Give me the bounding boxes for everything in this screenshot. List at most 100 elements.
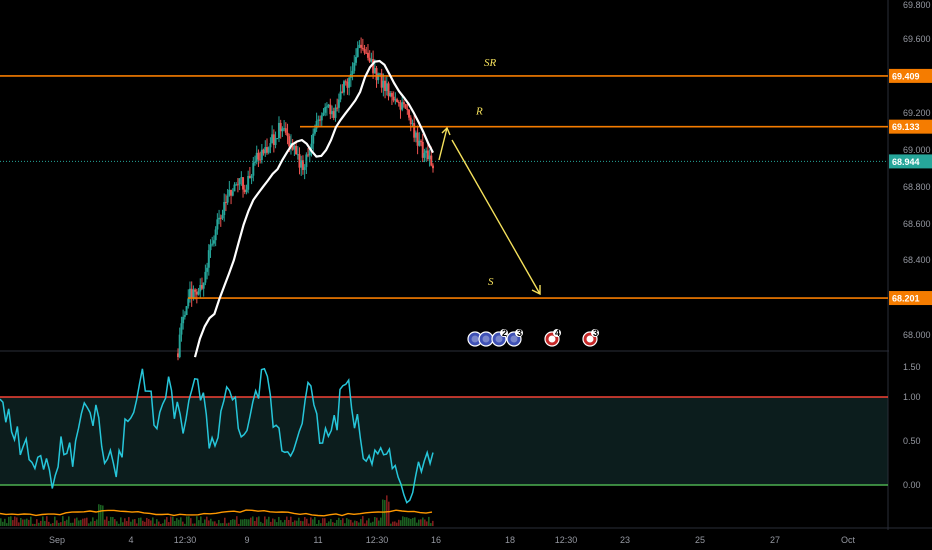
volume-bar: [156, 519, 158, 526]
candle-body: [291, 143, 294, 150]
volume-bar: [174, 521, 176, 526]
candle-body: [206, 267, 209, 272]
volume-bar: [198, 520, 200, 526]
volume-bar: [94, 520, 96, 526]
volume-bar: [414, 517, 416, 526]
candle-body: [378, 73, 381, 75]
volume-bar: [220, 523, 222, 526]
earth-icon[interactable]: 2: [491, 328, 508, 347]
volume-bar: [396, 522, 398, 526]
volume-bar: [90, 521, 92, 526]
time-tick-label: Oct: [841, 535, 856, 545]
earth-icon[interactable]: [478, 331, 494, 347]
candle-body: [390, 93, 393, 97]
volume-bar: [46, 516, 48, 526]
candle-body: [354, 57, 357, 63]
volume-bar: [428, 516, 430, 526]
candle-body: [230, 190, 233, 196]
volume-bar: [366, 520, 368, 526]
volume-bar: [14, 516, 16, 526]
volume-bar: [426, 521, 428, 526]
time-tick-label: 25: [695, 535, 705, 545]
level-lines[interactable]: SR 69.409 R 69.133 S 68.201 68.944: [0, 57, 932, 306]
candle-body: [202, 282, 205, 289]
volume-bar: [176, 518, 178, 526]
candle-body: [284, 128, 287, 133]
volume-bar: [248, 519, 250, 526]
volume-bar: [70, 522, 72, 526]
up-arrow-head: [441, 126, 451, 136]
volume-bar: [244, 518, 246, 526]
up-arrow[interactable]: [438, 127, 448, 161]
time-tick-label: 9: [244, 535, 249, 545]
axes: 69.800 69.600 69.200 69.000 68.800 68.600 68.4…: [49, 0, 932, 545]
candle-body: [207, 250, 210, 268]
candle-body: [413, 123, 416, 138]
candle-body: [281, 128, 284, 132]
volume-bar: [102, 505, 104, 526]
volume-bar: [214, 521, 216, 526]
volume-bar: [416, 522, 418, 526]
candle-body: [245, 189, 248, 193]
flag-icon[interactable]: 3: [582, 328, 599, 347]
volume-bar: [240, 519, 242, 526]
volume-bars: [0, 495, 434, 526]
candles[interactable]: [177, 37, 434, 361]
volume-bar: [274, 519, 276, 526]
candle-body: [177, 353, 179, 358]
volume-bar: [334, 522, 336, 526]
candle-body: [178, 334, 181, 358]
forecast-arrows[interactable]: [438, 126, 541, 296]
volume-bar: [364, 523, 366, 526]
candle-body: [334, 107, 337, 118]
volume-bar: [18, 522, 20, 526]
price-tick-label: 69.600: [903, 34, 931, 44]
candle-body: [295, 145, 298, 155]
candle-body: [408, 110, 411, 118]
volume-bar: [282, 522, 284, 526]
candle-body: [421, 141, 424, 158]
volume-bar: [206, 516, 208, 526]
volume-bar: [278, 516, 280, 526]
volume-bar: [352, 522, 354, 526]
flag-icon[interactable]: 4: [544, 328, 561, 347]
event-badge: 2: [502, 328, 507, 338]
candle-body: [313, 128, 316, 134]
volume-bar: [58, 522, 60, 526]
level-label-sr: SR: [484, 57, 497, 69]
price-tick-label: 69.800: [903, 0, 931, 10]
candle-body: [252, 162, 255, 176]
candle-body: [288, 136, 291, 147]
down-arrow[interactable]: [451, 139, 541, 295]
candle-body: [339, 91, 342, 100]
volume-bar: [68, 516, 70, 526]
candle-body: [243, 189, 246, 193]
volume-bar: [134, 519, 136, 526]
time-tick-label: 23: [620, 535, 630, 545]
candle-body: [432, 165, 434, 169]
volume-bar: [82, 518, 84, 526]
volume-bar: [88, 523, 90, 526]
price-tick-label: 68.000: [903, 330, 931, 340]
volume-bar: [200, 516, 202, 526]
volume-bar: [250, 517, 252, 526]
candle-body: [293, 145, 296, 150]
volume-bar: [314, 517, 316, 526]
volume-bar: [106, 516, 108, 526]
volume-bar: [158, 521, 160, 526]
volume-bar: [138, 517, 140, 526]
earth-icon[interactable]: 3: [506, 328, 523, 347]
volume-bar: [358, 522, 360, 526]
volume-bar: [370, 522, 372, 526]
volume-bar: [182, 521, 184, 526]
candle-body: [327, 104, 330, 107]
volume-bar: [432, 520, 434, 526]
price-tag: [889, 291, 932, 306]
volume-bar: [374, 517, 376, 526]
volume-bar: [22, 519, 24, 526]
volume-bar: [194, 523, 196, 526]
candle-body: [363, 49, 366, 53]
volume-bar: [430, 523, 432, 526]
